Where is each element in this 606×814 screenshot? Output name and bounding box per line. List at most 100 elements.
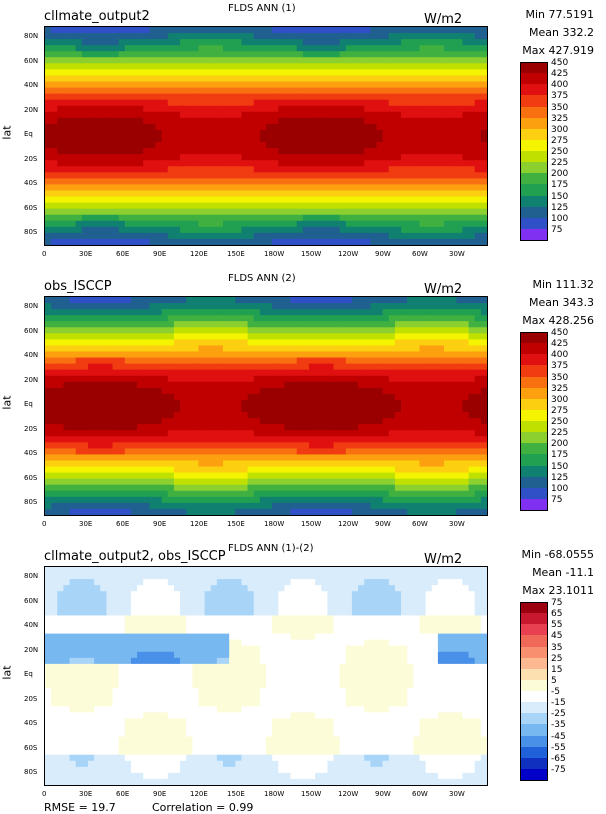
field-cell xyxy=(155,99,163,107)
field-cell xyxy=(118,393,126,401)
field-cell xyxy=(81,154,89,161)
field-cell xyxy=(69,345,77,352)
field-cell xyxy=(186,220,193,228)
field-cell xyxy=(186,430,193,437)
field-cell xyxy=(480,154,487,161)
field-cell xyxy=(401,412,408,419)
field-cell xyxy=(321,418,328,425)
field-cell xyxy=(186,490,193,498)
field-cell xyxy=(180,238,187,245)
field-cell xyxy=(468,99,476,107)
field-cell xyxy=(51,436,58,443)
field-cell xyxy=(370,172,377,179)
field-cell xyxy=(75,232,83,240)
field-cell xyxy=(112,45,120,52)
field-cell xyxy=(413,238,420,245)
field-cell xyxy=(302,63,310,70)
field-cell xyxy=(468,166,476,173)
field-cell xyxy=(437,363,445,371)
field-cell xyxy=(167,105,175,113)
field-cell xyxy=(161,160,169,167)
field-cell xyxy=(407,369,414,377)
field-cell xyxy=(351,297,359,304)
field-cell xyxy=(401,333,408,340)
field-cell xyxy=(149,321,156,328)
field-cell xyxy=(315,220,322,228)
field-cell xyxy=(235,297,242,304)
field-cell xyxy=(45,172,52,179)
field-cell xyxy=(223,351,230,358)
field-cell xyxy=(302,303,310,310)
field-cell xyxy=(444,232,451,240)
field-cell xyxy=(308,303,316,310)
field-cell xyxy=(296,220,304,228)
field-cell xyxy=(302,111,310,119)
field-cell xyxy=(284,418,291,425)
field-cell xyxy=(186,51,193,58)
field-cell xyxy=(210,363,218,371)
field-cell xyxy=(210,27,218,34)
field-cell xyxy=(444,226,451,234)
field-cell xyxy=(450,333,457,340)
field-cell xyxy=(198,315,206,322)
field-cell xyxy=(253,226,261,234)
field-cell xyxy=(94,81,101,88)
field-cell xyxy=(210,99,218,107)
field-cell xyxy=(118,321,126,328)
field-cell xyxy=(106,375,113,383)
field-cell xyxy=(474,196,482,204)
field-cell xyxy=(431,160,439,167)
field-cell xyxy=(364,321,371,328)
field-cell xyxy=(124,399,132,407)
field-cell xyxy=(130,448,138,455)
field-cell xyxy=(186,381,193,389)
field-cell xyxy=(480,381,487,389)
field-cell xyxy=(210,87,218,95)
field-cell xyxy=(130,87,138,95)
field-cell xyxy=(51,321,58,328)
field-cell xyxy=(210,297,218,304)
field-cell xyxy=(75,357,83,365)
field-cell xyxy=(229,148,236,155)
field-cell xyxy=(94,363,101,371)
field-cell xyxy=(437,178,445,185)
field-cell xyxy=(358,406,365,413)
field-cell xyxy=(130,327,138,334)
field-cell xyxy=(394,448,402,455)
field-cell xyxy=(253,69,261,76)
field-cell xyxy=(130,190,138,197)
field-cell xyxy=(167,214,175,222)
field-cell xyxy=(198,63,206,70)
field-cell xyxy=(345,442,353,449)
field-cell xyxy=(321,190,328,197)
field-cell xyxy=(351,75,359,82)
field-cell xyxy=(468,297,476,304)
field-cell xyxy=(296,178,304,185)
field-cell xyxy=(278,393,285,401)
field-cell xyxy=(216,202,224,210)
field-cell xyxy=(192,148,199,155)
field-cell xyxy=(75,430,83,437)
field-cell xyxy=(253,238,261,245)
field-cell xyxy=(51,129,58,137)
field-cell xyxy=(407,117,414,125)
field-cell xyxy=(94,93,101,101)
field-cell xyxy=(345,57,353,64)
field-cell xyxy=(167,208,175,216)
field-cell xyxy=(210,399,218,407)
field-cell xyxy=(241,357,248,365)
field-cell xyxy=(351,45,359,52)
field-cell xyxy=(474,220,482,228)
field-cell xyxy=(278,321,285,328)
field-cell xyxy=(130,57,138,64)
field-cell xyxy=(376,172,384,179)
field-cell xyxy=(450,196,457,204)
field-cell xyxy=(284,424,291,431)
field-cell xyxy=(394,406,402,413)
field-cell xyxy=(81,399,89,407)
field-cell xyxy=(345,63,353,70)
field-cell xyxy=(419,381,427,389)
field-cell xyxy=(81,81,89,88)
field-cell xyxy=(278,105,285,113)
field-cell xyxy=(388,99,396,107)
